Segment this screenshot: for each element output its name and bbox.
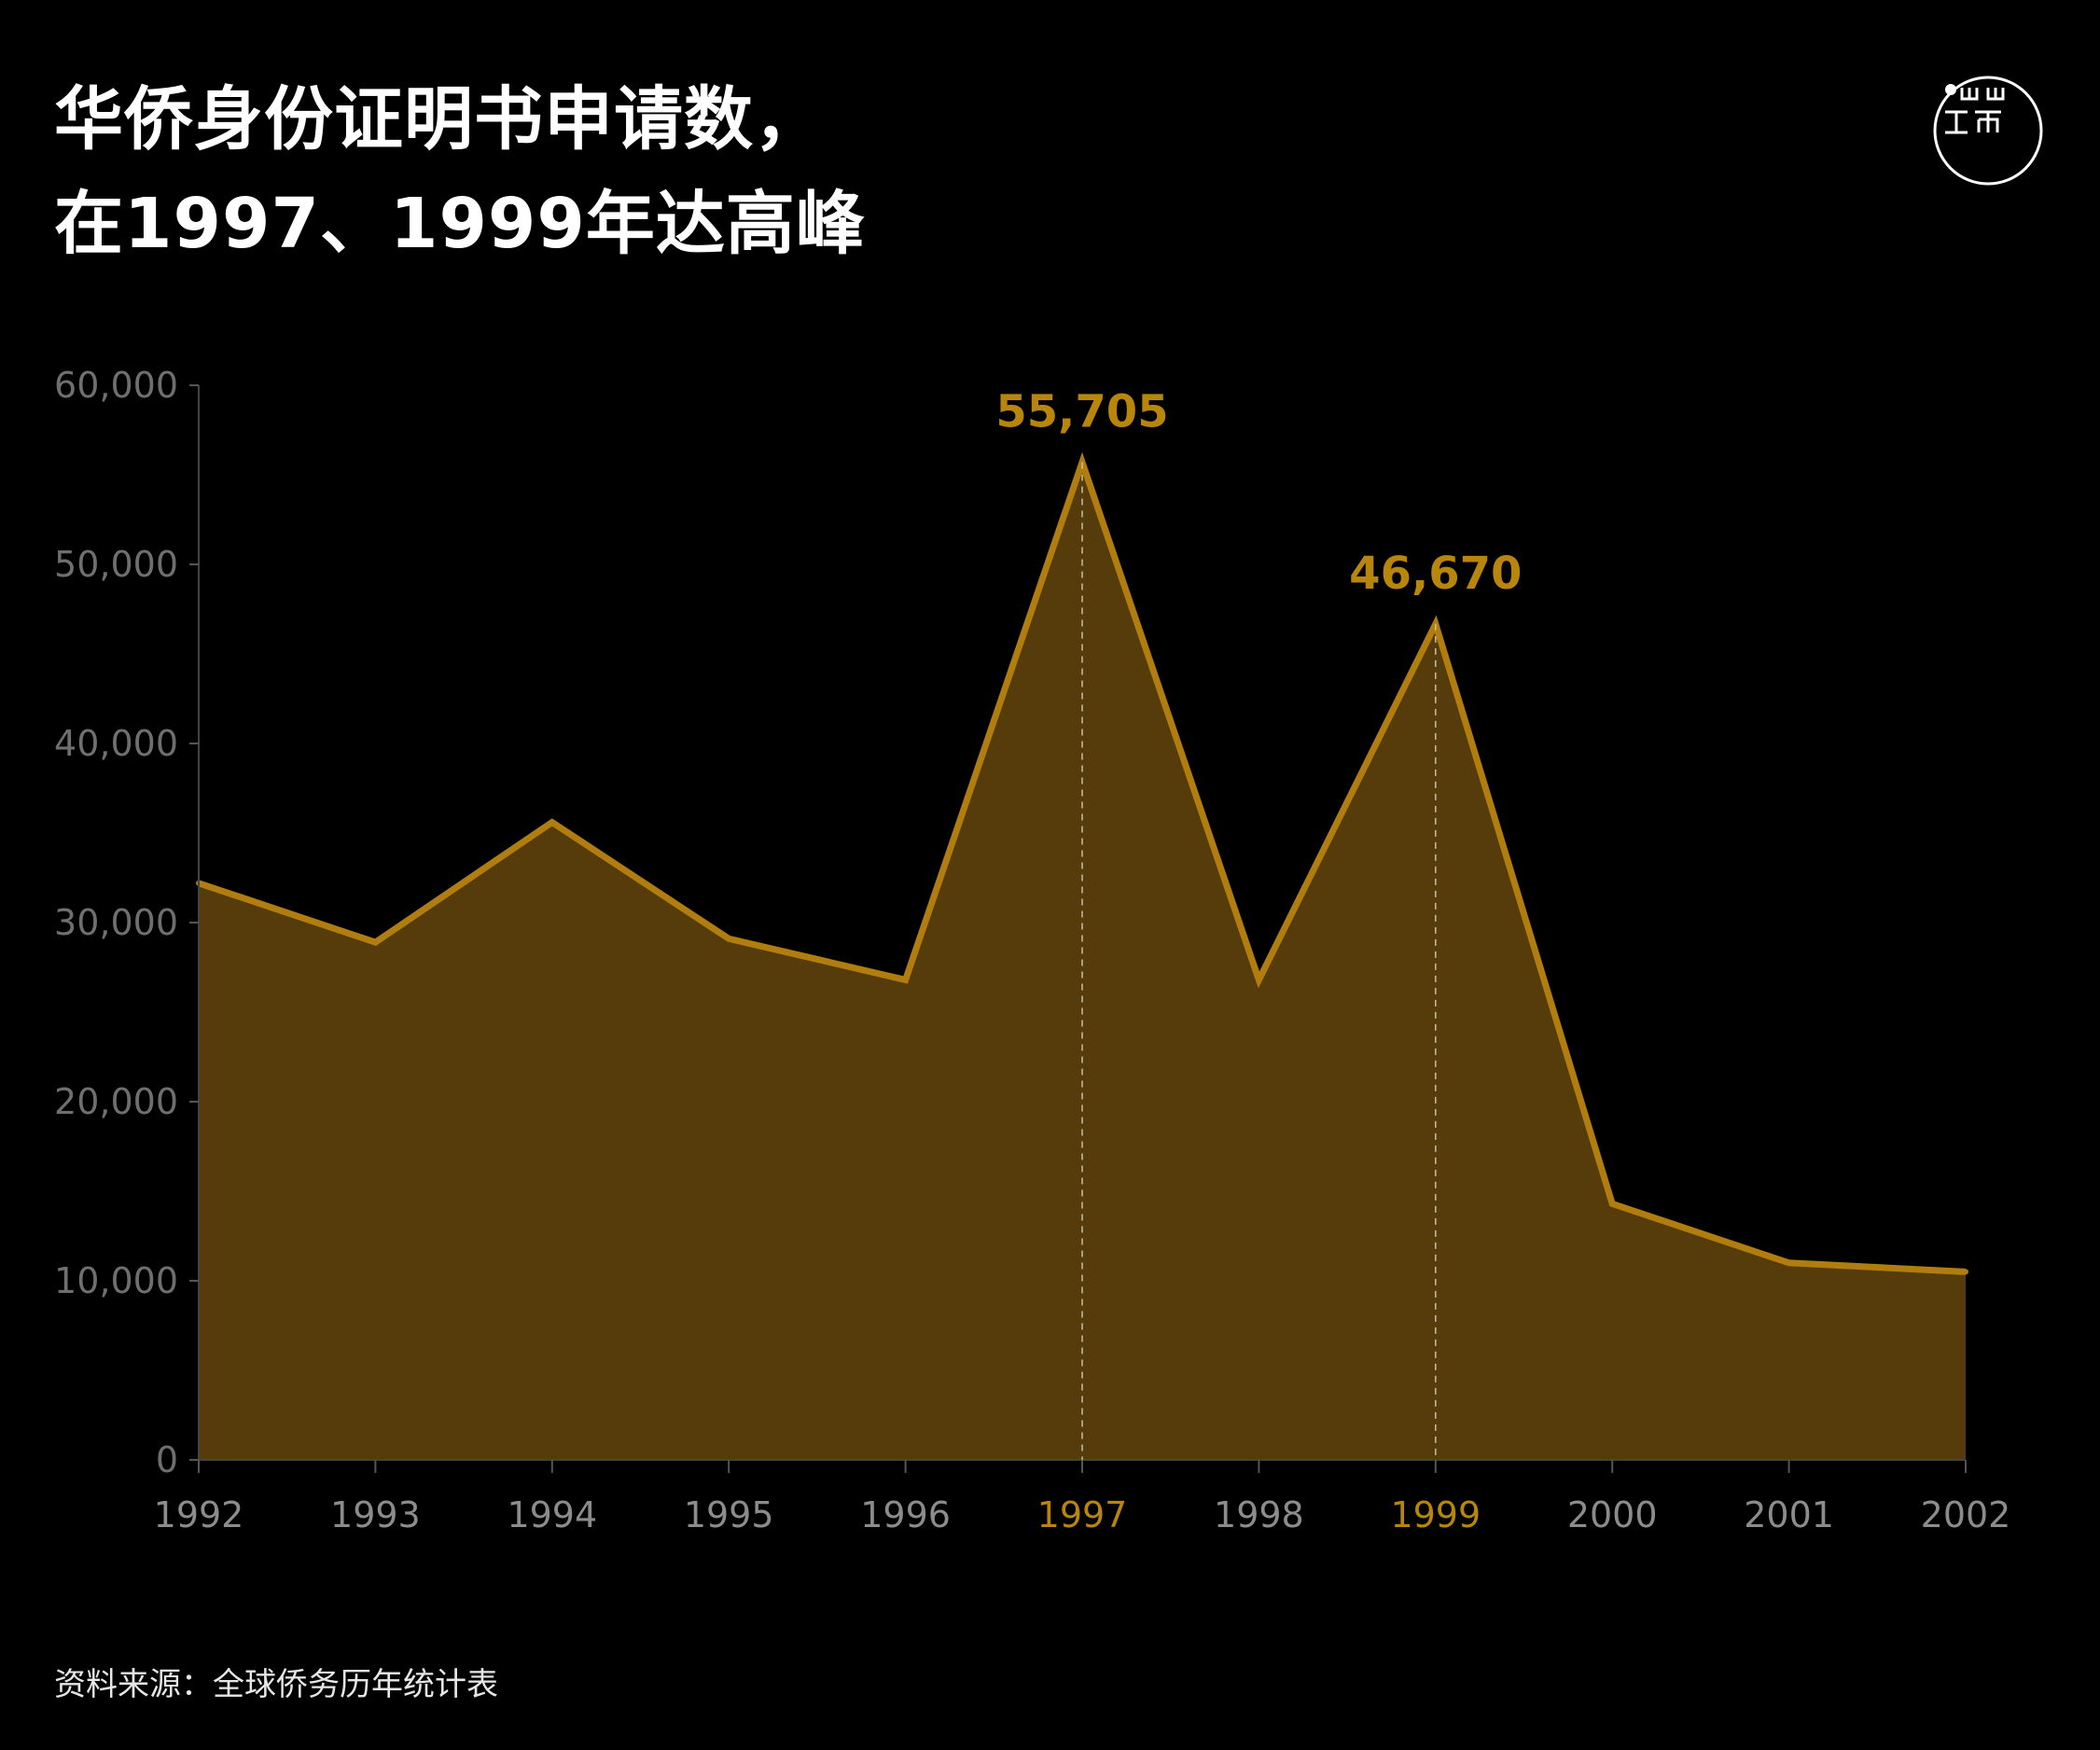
x-tick-label: 2000 <box>1567 1494 1658 1535</box>
y-tick-label: 0 <box>156 1439 178 1480</box>
y-tick-label: 10,000 <box>54 1260 178 1301</box>
initium-logo-icon <box>1933 76 2043 186</box>
x-tick-label: 1995 <box>684 1494 774 1535</box>
x-tick-label: 1992 <box>154 1494 244 1535</box>
data-point <box>726 936 732 942</box>
peak-value-label: 46,670 <box>1349 548 1522 600</box>
y-tick-label: 60,000 <box>54 365 178 406</box>
annotations: 55,705 46,670 <box>995 385 1522 1460</box>
x-tick-label: 1994 <box>507 1494 597 1535</box>
y-tick-label: 50,000 <box>54 544 178 585</box>
x-tick-label: 2002 <box>1921 1494 2011 1535</box>
data-point <box>549 819 555 826</box>
axes: 0 10,000 20,000 30,000 40,000 50,000 60,000 199… <box>54 365 2010 1535</box>
chart-title-line-1: 华侨身份证明书申请数， <box>54 79 824 160</box>
x-tick-label: 1997 <box>1037 1494 1128 1535</box>
x-tick-label: 1998 <box>1214 1494 1304 1535</box>
x-tick-label: 1999 <box>1390 1494 1481 1535</box>
chart-title-line-2: 在1997、1999年达高峰 <box>54 184 866 264</box>
peak-value-label: 55,705 <box>995 385 1168 438</box>
data-point <box>1609 1201 1616 1207</box>
y-tick-label: 40,000 <box>54 723 178 764</box>
source-note: 资料来源：全球侨务历年统计表 <box>54 1666 498 1703</box>
y-tick-label: 20,000 <box>54 1081 178 1122</box>
data-point <box>1786 1259 1792 1266</box>
x-tick-label: 2001 <box>1744 1494 1834 1535</box>
data-point <box>1256 977 1262 983</box>
x-tick-label: 1996 <box>860 1494 951 1535</box>
data-point <box>902 977 909 983</box>
y-tick-label: 30,000 <box>54 902 178 943</box>
chart-title: 华侨身份证明书申请数， 在1997、1999年达高峰 <box>54 67 866 276</box>
x-tick-label: 1993 <box>330 1494 421 1535</box>
data-point <box>372 939 379 946</box>
data-point <box>1963 1269 1968 1275</box>
